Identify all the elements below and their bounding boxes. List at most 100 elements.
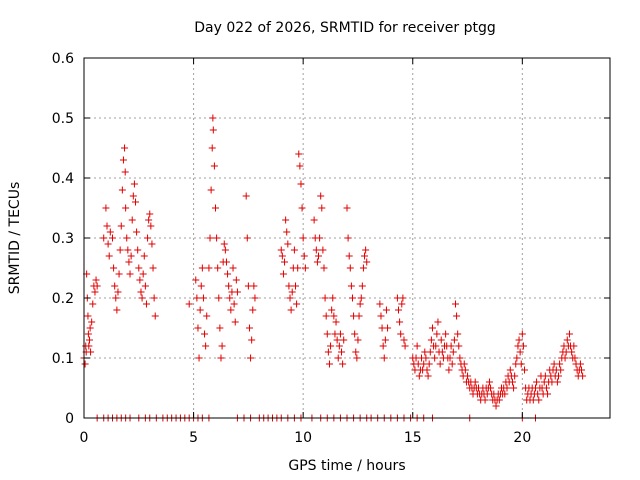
data-point xyxy=(221,246,229,254)
data-point xyxy=(400,336,408,344)
data-point xyxy=(481,396,489,404)
data-point xyxy=(399,294,407,302)
data-point xyxy=(442,330,450,338)
data-point xyxy=(81,360,89,368)
data-point xyxy=(293,300,301,308)
data-point xyxy=(363,258,371,266)
data-point xyxy=(108,234,116,242)
data-point xyxy=(434,318,442,326)
data-point xyxy=(335,342,343,350)
data-point xyxy=(356,300,364,308)
data-point xyxy=(144,234,152,242)
data-point xyxy=(281,258,289,266)
data-point xyxy=(501,390,509,398)
data-point xyxy=(568,348,576,356)
data-point xyxy=(317,192,325,200)
x-tick-label: 10 xyxy=(294,430,312,446)
data-point xyxy=(139,270,147,278)
data-point xyxy=(359,264,367,272)
data-point xyxy=(88,318,96,326)
data-point xyxy=(149,264,157,272)
data-point xyxy=(346,264,354,272)
data-point xyxy=(222,258,230,266)
data-point xyxy=(384,324,392,332)
data-point xyxy=(361,252,369,260)
data-point xyxy=(381,336,389,344)
data-point xyxy=(224,270,232,278)
data-point xyxy=(299,234,307,242)
data-point xyxy=(508,378,516,386)
data-point xyxy=(226,294,234,302)
data-point xyxy=(294,264,302,272)
data-point xyxy=(89,300,97,308)
data-point xyxy=(249,306,257,314)
data-point xyxy=(227,306,235,314)
data-point xyxy=(382,306,390,314)
data-point xyxy=(576,360,584,368)
data-point xyxy=(113,306,121,314)
data-point xyxy=(571,354,579,362)
data-point xyxy=(84,330,92,338)
data-point xyxy=(110,264,118,272)
data-point xyxy=(208,144,216,152)
data-point xyxy=(320,264,328,272)
data-point xyxy=(290,246,298,254)
data-point xyxy=(100,234,108,242)
data-point xyxy=(376,300,384,308)
data-point xyxy=(380,354,388,362)
y-tick-label: 0.6 xyxy=(52,51,74,67)
data-point xyxy=(544,390,552,398)
data-point xyxy=(518,330,526,338)
data-point xyxy=(301,264,309,272)
data-point xyxy=(114,288,122,296)
data-point xyxy=(328,306,336,314)
data-point xyxy=(214,264,222,272)
data-point xyxy=(353,354,361,362)
data-point xyxy=(422,354,430,362)
data-point xyxy=(123,234,131,242)
data-point xyxy=(438,348,446,356)
data-point xyxy=(233,288,241,296)
data-point xyxy=(287,306,295,314)
data-point xyxy=(557,366,565,374)
data-point xyxy=(330,312,338,320)
data-point xyxy=(511,372,519,380)
data-point xyxy=(446,354,454,362)
data-point xyxy=(424,372,432,380)
data-point xyxy=(487,384,495,392)
data-point xyxy=(232,276,240,284)
data-point xyxy=(426,348,434,356)
data-point xyxy=(456,354,464,362)
data-point xyxy=(197,282,205,290)
data-point xyxy=(428,324,436,332)
data-point xyxy=(436,360,444,368)
data-point xyxy=(451,300,459,308)
data-point xyxy=(132,198,140,206)
data-point xyxy=(338,348,346,356)
y-tick-label: 0.1 xyxy=(52,351,74,367)
data-point xyxy=(243,234,251,242)
data-point xyxy=(147,222,155,230)
data-point xyxy=(126,270,134,278)
data-point xyxy=(340,336,348,344)
data-point xyxy=(103,222,111,230)
data-point xyxy=(519,342,527,350)
data-point xyxy=(205,264,213,272)
data-point xyxy=(202,342,210,350)
data-point xyxy=(141,282,149,290)
data-point xyxy=(296,162,304,170)
data-point xyxy=(516,348,524,356)
data-point xyxy=(431,354,439,362)
data-point xyxy=(213,234,221,242)
data-point xyxy=(218,342,226,350)
data-point xyxy=(358,282,366,290)
y-tick-label: 0.3 xyxy=(52,231,74,247)
data-point xyxy=(425,360,433,368)
data-point xyxy=(150,294,158,302)
data-point xyxy=(185,300,193,308)
data-point xyxy=(396,318,404,326)
data-point xyxy=(345,252,353,260)
data-point xyxy=(106,228,114,236)
data-point xyxy=(321,294,329,302)
